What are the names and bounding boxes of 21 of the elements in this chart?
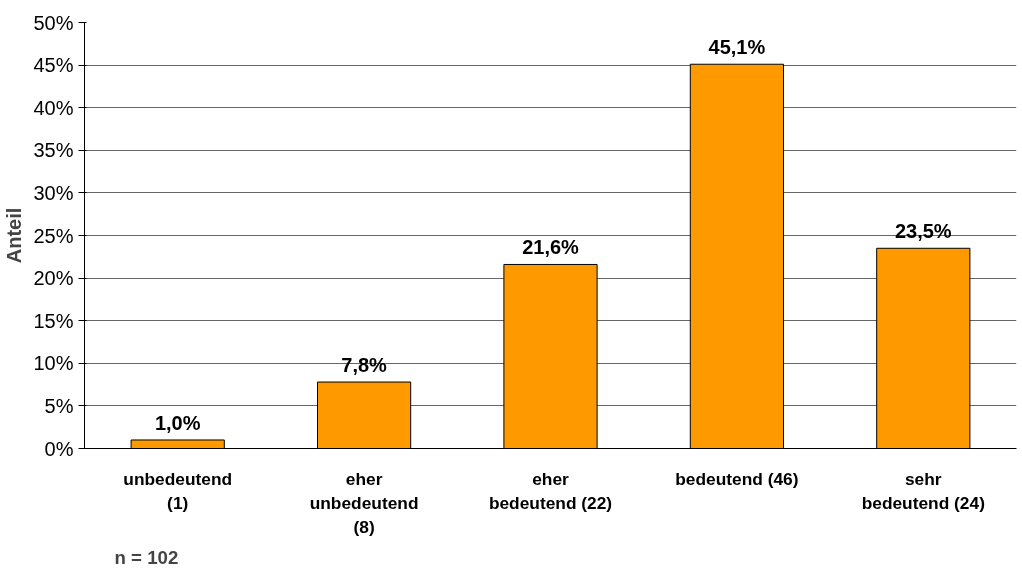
y-tick-label: 40% bbox=[33, 96, 74, 119]
text: n = 102 bbox=[114, 546, 179, 568]
y-tick-label: 0% bbox=[44, 437, 74, 460]
y-tick-label: 15% bbox=[33, 309, 74, 332]
x-tick-label: unbedeutend (1) bbox=[123, 468, 233, 513]
x-tick-label: eher bedeutend (22) bbox=[488, 468, 613, 513]
y-tick-label: 20% bbox=[33, 267, 74, 290]
y-tick-label: 45% bbox=[33, 54, 74, 77]
x-tick-label: eher unbedeutend (8) bbox=[309, 468, 419, 537]
y-tick-label: 5% bbox=[44, 394, 74, 417]
y-axis-title: Anteil bbox=[3, 207, 26, 264]
x-tick-label: bedeutend (46) bbox=[675, 468, 799, 489]
x-tick-label: sehr bedeutend (24) bbox=[861, 468, 985, 513]
data-label: 1,0% bbox=[154, 411, 201, 434]
y-tick-label: 50% bbox=[33, 11, 74, 34]
y-tick-label: 35% bbox=[33, 139, 74, 162]
data-label: 45,1% bbox=[708, 36, 766, 59]
y-tick-label: 10% bbox=[33, 352, 74, 375]
data-label: 21,6% bbox=[522, 236, 580, 259]
y-tick-label: 25% bbox=[33, 224, 74, 247]
y-tick-label: 30% bbox=[33, 181, 74, 204]
